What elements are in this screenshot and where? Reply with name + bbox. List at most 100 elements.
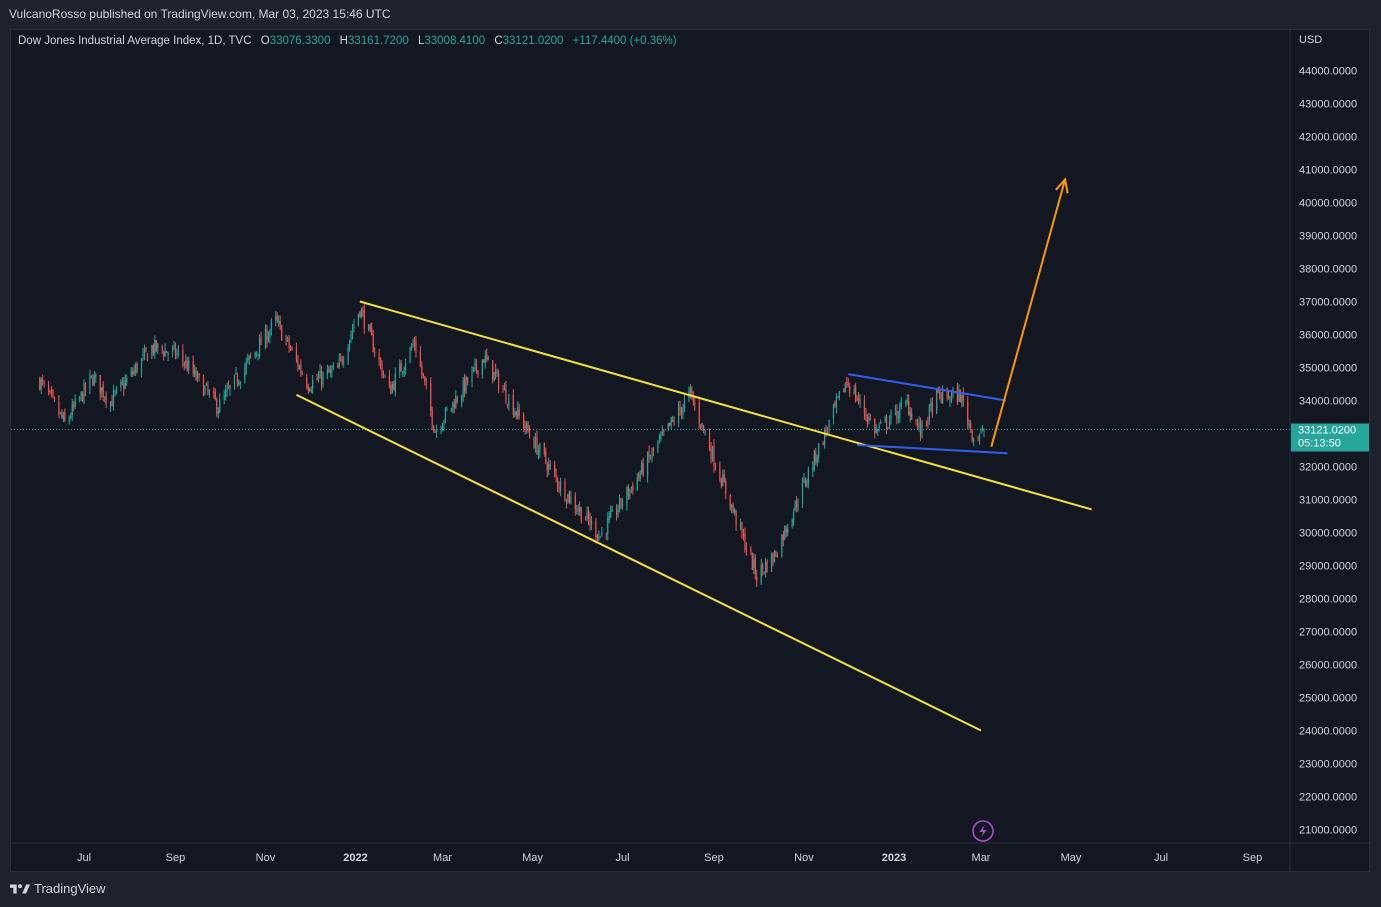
channel-lower-line[interactable]	[857, 444, 1008, 455]
candle-body	[587, 511, 590, 520]
candle-body	[306, 376, 308, 388]
candle-body	[493, 371, 495, 382]
candle-body	[729, 494, 731, 510]
candle-body	[795, 501, 798, 508]
candle-body	[279, 320, 281, 325]
x-tick-label: Jul	[615, 852, 629, 864]
candle-body	[797, 504, 799, 506]
candle-body	[192, 361, 194, 374]
y-tick-label: 37000.0000	[1299, 297, 1357, 309]
candle-body	[574, 494, 576, 510]
candle-body	[412, 344, 414, 346]
close-value: 33121.0200	[502, 35, 564, 47]
candle-body	[434, 431, 436, 433]
candle-body	[825, 430, 827, 432]
candle-body	[801, 481, 804, 504]
currency-label[interactable]: USD	[1299, 34, 1323, 46]
candle-body	[807, 469, 809, 483]
candle-body	[669, 422, 671, 426]
candle-body	[338, 359, 340, 367]
candle-body	[661, 431, 663, 435]
candle-body	[610, 511, 612, 518]
candle-body	[39, 378, 41, 390]
wedge-upper-line[interactable]	[359, 300, 1092, 511]
candle-body	[977, 437, 979, 440]
lightning-icon[interactable]	[972, 820, 994, 842]
candle-body	[567, 493, 569, 502]
candle-body	[639, 473, 641, 479]
candle-body	[52, 391, 54, 397]
y-tick-label: 31000.0000	[1299, 495, 1357, 507]
candle-body	[47, 385, 50, 393]
candle-body	[782, 534, 784, 541]
candle-body	[803, 478, 805, 483]
candle-body	[618, 497, 621, 510]
candle-body	[539, 443, 541, 453]
candle-body	[359, 312, 361, 317]
candle-body	[310, 389, 312, 392]
candle-body	[514, 412, 516, 417]
candle-body	[815, 452, 817, 462]
candle-body	[430, 383, 432, 411]
drawings-layer[interactable]	[296, 177, 1092, 732]
candle-body	[309, 389, 311, 391]
candle-body	[856, 397, 858, 401]
candle-body	[598, 534, 600, 541]
candle-body	[925, 420, 928, 422]
candle-body	[615, 508, 618, 515]
candle-body	[471, 370, 473, 382]
chart-frame[interactable]	[10, 29, 1370, 872]
candle-body	[517, 407, 519, 419]
candle-body	[142, 353, 144, 357]
candle-body	[846, 382, 848, 384]
symbol-legend: Dow Jones Industrial Average Index, 1D, …	[18, 35, 677, 47]
x-tick-label: Mar	[972, 852, 991, 864]
candle-body	[887, 427, 889, 429]
candle-body	[337, 365, 339, 368]
candle-body	[847, 383, 849, 386]
candle-body	[956, 386, 959, 403]
target-arrow[interactable]	[990, 179, 1067, 447]
candle-body	[474, 362, 476, 367]
candle-body	[890, 411, 892, 420]
tradingview-brand[interactable]: TradingView	[10, 881, 106, 896]
candle-body	[680, 407, 683, 414]
candle-body	[424, 376, 426, 382]
candle-body	[849, 386, 851, 393]
time-axis[interactable]: Jul Sep Nov 2022 Mar May Jul Sep Nov 2023 Mar May Ju…	[77, 852, 1262, 864]
candle-body	[161, 345, 163, 351]
candle-body	[174, 345, 177, 357]
candle-body	[350, 333, 352, 340]
candle-body	[413, 341, 416, 345]
candle-body	[166, 351, 168, 353]
candle-body	[348, 340, 351, 350]
candle-body	[146, 353, 149, 361]
candle-body	[742, 533, 745, 535]
candle-body	[115, 387, 118, 393]
candle-body	[109, 401, 112, 406]
candle-body	[188, 360, 190, 370]
candle-body	[431, 409, 433, 426]
candle-body	[61, 412, 63, 418]
candle-body	[164, 350, 166, 357]
channel-upper-line[interactable]	[848, 373, 1007, 402]
candle-body	[708, 432, 711, 450]
candle-body	[247, 358, 249, 360]
candle-body	[940, 394, 942, 403]
candle-body	[214, 392, 216, 400]
candle-body	[636, 477, 638, 491]
candle-body	[43, 382, 45, 384]
candle-body	[559, 482, 562, 491]
candle-body	[101, 387, 103, 392]
candle-body	[186, 361, 188, 372]
candle-body	[121, 382, 123, 384]
candle-body	[50, 390, 53, 394]
candle-body	[599, 536, 601, 538]
candle-body	[787, 528, 789, 533]
candle-body	[176, 352, 178, 356]
y-tick-label: 36000.0000	[1299, 330, 1357, 342]
candle-body	[548, 463, 550, 470]
wedge-lower-line[interactable]	[296, 393, 982, 732]
candle-body	[390, 384, 392, 395]
